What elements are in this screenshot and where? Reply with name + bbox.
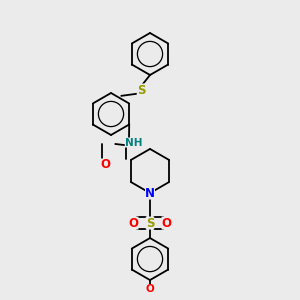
Text: O: O	[128, 217, 139, 230]
Text: O: O	[146, 284, 154, 294]
Text: O: O	[100, 158, 110, 172]
Text: S: S	[146, 217, 154, 230]
Text: O: O	[161, 217, 172, 230]
Text: S: S	[137, 83, 145, 97]
Text: N: N	[145, 187, 155, 200]
Text: NH: NH	[125, 137, 142, 148]
